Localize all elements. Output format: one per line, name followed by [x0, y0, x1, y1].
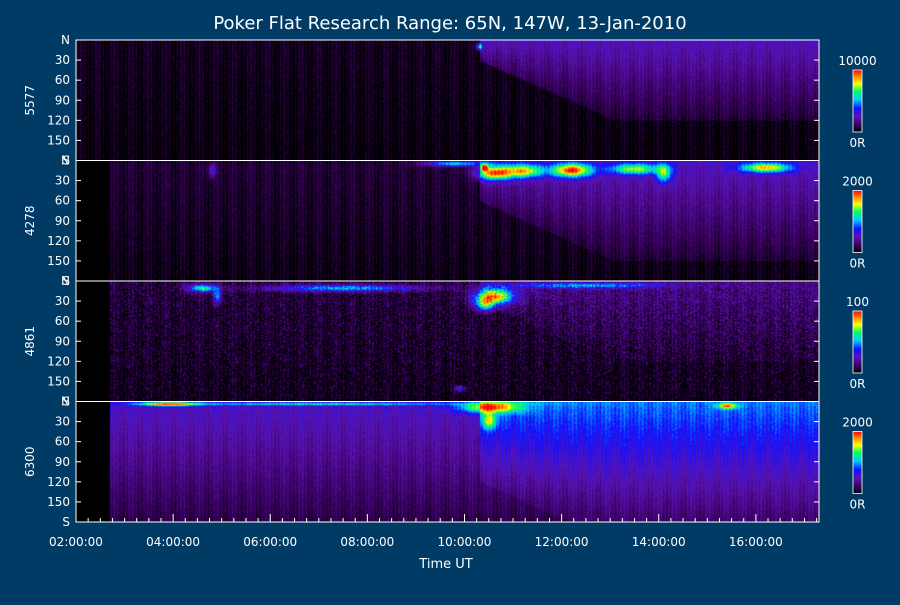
panel-5577: N 30 60 90 120 150 S 5577 10000 0R — [23, 33, 877, 168]
y-tick-label: 150 — [47, 374, 70, 388]
x-axis: 02:00:00 04:00:00 06:00:00 08:00:00 10:00:00… — [49, 514, 818, 549]
panel-4278: N 30 60 90 120 150 S 4278 2000 0R — [23, 154, 873, 289]
x-tick-label: 14:00:00 — [632, 535, 686, 549]
y-tick-label: 90 — [55, 214, 70, 228]
x-tick-label: 08:00:00 — [340, 535, 394, 549]
y-tick-label: 60 — [55, 314, 70, 328]
x-tick-label: 12:00:00 — [535, 535, 589, 549]
x-tick-label: 10:00:00 — [438, 535, 492, 549]
heatmap-6300 — [76, 401, 819, 522]
y-tick-label: 90 — [55, 455, 70, 469]
y-tick-label: S — [62, 154, 70, 168]
colorbar — [853, 190, 862, 253]
y-tick-label: N — [61, 274, 70, 288]
colorbar-frame — [852, 431, 863, 494]
colorbar-max-label: 10000 — [838, 54, 876, 68]
y-tick-label: 90 — [55, 93, 70, 107]
y-tick-label: 120 — [47, 234, 70, 248]
y-tick-label: 120 — [47, 475, 70, 489]
x-axis-label: Time UT — [418, 557, 472, 572]
heatmap-4861 — [76, 281, 819, 402]
x-tick-label: 06:00:00 — [243, 535, 297, 549]
colorbar-frame — [852, 190, 863, 253]
y-tick-label: 30 — [55, 174, 70, 188]
y-tick-label: 120 — [47, 113, 70, 127]
colorbar-min-label: 0R — [850, 377, 866, 391]
x-tick-label: 04:00:00 — [146, 535, 200, 549]
chart-title: Poker Flat Research Range: 65N, 147W, 13… — [213, 13, 686, 34]
y-tick-label: 150 — [47, 133, 70, 147]
panel-4861: N 30 60 90 120 150 S 4861 100 0R — [23, 274, 869, 409]
y-tick-label: 150 — [47, 254, 70, 268]
panel-group: N 30 60 90 120 150 S 5577 10000 0R N 30 60 90 120 150 S 4… — [23, 33, 877, 529]
panel-ylabel: 4861 — [23, 326, 37, 357]
y-tick-label: 60 — [55, 194, 70, 208]
colorbar-max-label: 2000 — [842, 416, 873, 430]
colorbar — [853, 431, 862, 494]
y-tick-label: 30 — [55, 415, 70, 429]
colorbar-frame — [852, 310, 863, 374]
y-tick-label: 60 — [55, 435, 70, 449]
panel-ylabel: 6300 — [23, 446, 37, 477]
x-tick-label: 02:00:00 — [49, 535, 103, 549]
y-tick-label: 60 — [55, 73, 70, 87]
x-tick-label: 16:00:00 — [729, 535, 783, 549]
y-tick-label: N — [61, 33, 70, 47]
colorbar-min-label: 0R — [850, 498, 866, 512]
colorbar — [853, 70, 862, 132]
colorbar-min-label: 0R — [850, 257, 866, 271]
y-tick-label: S — [62, 395, 70, 409]
y-tick-label: 30 — [55, 294, 70, 308]
colorbar-frame — [852, 69, 863, 133]
y-tick-label: 150 — [47, 495, 70, 509]
y-tick-label: 120 — [47, 354, 70, 368]
heatmap-4278 — [76, 160, 819, 281]
panel-ylabel: 4278 — [23, 205, 37, 236]
colorbar-max-label: 100 — [846, 295, 869, 309]
y-tick-label: S — [62, 515, 70, 529]
colorbar — [853, 311, 862, 373]
heatmap-5577 — [76, 40, 819, 161]
colorbar-min-label: 0R — [850, 136, 866, 150]
y-tick-label: N — [61, 154, 70, 168]
colorbar-max-label: 2000 — [842, 175, 873, 189]
y-tick-label: S — [62, 274, 70, 288]
panel-ylabel: 5577 — [23, 85, 37, 116]
y-tick-label: N — [61, 395, 70, 409]
y-tick-label: 30 — [55, 53, 70, 67]
y-tick-label: 90 — [55, 334, 70, 348]
panel-6300: N 30 60 90 120 150 S 6300 2000 0R — [23, 395, 873, 530]
